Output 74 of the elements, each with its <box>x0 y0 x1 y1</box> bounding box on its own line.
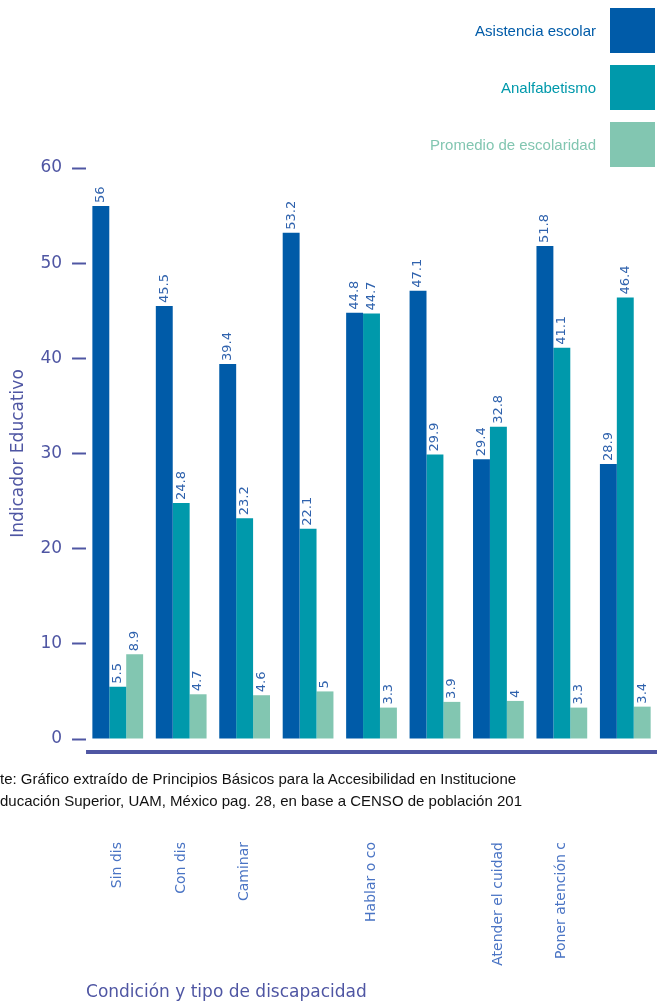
bar <box>253 695 271 739</box>
bar <box>155 305 173 739</box>
data-label: 53.2 <box>282 200 298 230</box>
bar <box>536 246 554 739</box>
bar <box>316 691 334 739</box>
data-label: 41.1 <box>553 315 569 345</box>
text: ducación Superior, UAM, México pag. 28, en base a CENSO de población 201 <box>0 791 523 811</box>
y-tick-label: 10 <box>40 632 63 653</box>
bar <box>126 654 144 739</box>
data-label: 32.8 <box>489 394 505 424</box>
y-axis-title: Indicador Educativo <box>6 369 27 538</box>
y-tick-label: 50 <box>40 251 63 272</box>
x-tick-label: Sin dis <box>108 842 125 889</box>
bar <box>92 206 110 739</box>
bar <box>189 694 207 739</box>
y-tick-label: 60 <box>40 156 63 177</box>
bar <box>172 502 190 739</box>
x-tick-label: Atender el cuidad <box>489 842 506 966</box>
data-label: 22.1 <box>299 496 315 526</box>
bar <box>506 700 524 739</box>
bar <box>570 707 588 739</box>
data-label: 45.5 <box>155 274 171 303</box>
bar <box>299 528 317 739</box>
data-label: 5.5 <box>109 662 125 684</box>
data-label: 24.8 <box>172 471 188 500</box>
data-label: 29.4 <box>472 427 488 457</box>
data-label: 3.9 <box>443 678 459 699</box>
data-label: 28.9 <box>599 432 615 461</box>
bar <box>236 518 254 739</box>
bar <box>443 701 461 739</box>
data-label: 44.7 <box>362 281 378 311</box>
bar <box>616 297 634 739</box>
bar <box>599 463 617 739</box>
data-label: 44.8 <box>345 280 361 310</box>
bar <box>346 312 364 739</box>
data-label: 4.7 <box>189 670 205 692</box>
y-tick-label: 0 <box>51 727 63 748</box>
bar <box>219 364 237 739</box>
x-tick-label: Poner atención c <box>552 842 569 959</box>
text: Asistencia escolar <box>475 22 596 39</box>
data-label: 5 <box>316 680 332 689</box>
x-tick-label: Con dis <box>171 842 188 894</box>
bar <box>489 426 507 739</box>
bar <box>282 232 300 739</box>
data-label: 8.9 <box>126 630 142 652</box>
bar <box>409 290 427 739</box>
data-label: 39.4 <box>219 332 235 362</box>
bar <box>473 459 490 739</box>
data-label: 4.6 <box>252 671 268 693</box>
data-label: 47.1 <box>409 258 425 288</box>
data-label: 3.4 <box>633 682 649 704</box>
data-label: 51.8 <box>536 214 552 244</box>
x-tick-label: Hablar o co <box>362 842 379 922</box>
data-label: 23.2 <box>236 486 252 516</box>
data-label: 29.9 <box>426 422 442 452</box>
bar <box>363 313 380 739</box>
bar <box>633 706 651 739</box>
bar <box>379 707 397 739</box>
y-tick-label: 20 <box>40 537 63 558</box>
x-tick-label: Caminar <box>235 841 252 902</box>
data-label: 56 <box>92 186 108 204</box>
bar <box>426 454 444 739</box>
bar <box>553 347 571 739</box>
text: Promedio de escolaridad <box>430 136 596 153</box>
x-axis-title: Condición y tipo de discapacidad <box>86 980 367 1001</box>
data-label: 46.4 <box>616 265 632 295</box>
y-tick-label: 30 <box>40 441 63 462</box>
text: te: Gráfico extraído de Principios Básicos para la Accesibilidad en Institucione <box>0 769 518 789</box>
data-label: 3.3 <box>379 683 395 705</box>
bar <box>109 686 127 739</box>
y-tick-label: 40 <box>40 346 63 367</box>
text: Analfabetismo <box>500 79 596 96</box>
data-label: 3.3 <box>570 683 586 705</box>
data-label: 4 <box>506 689 522 698</box>
